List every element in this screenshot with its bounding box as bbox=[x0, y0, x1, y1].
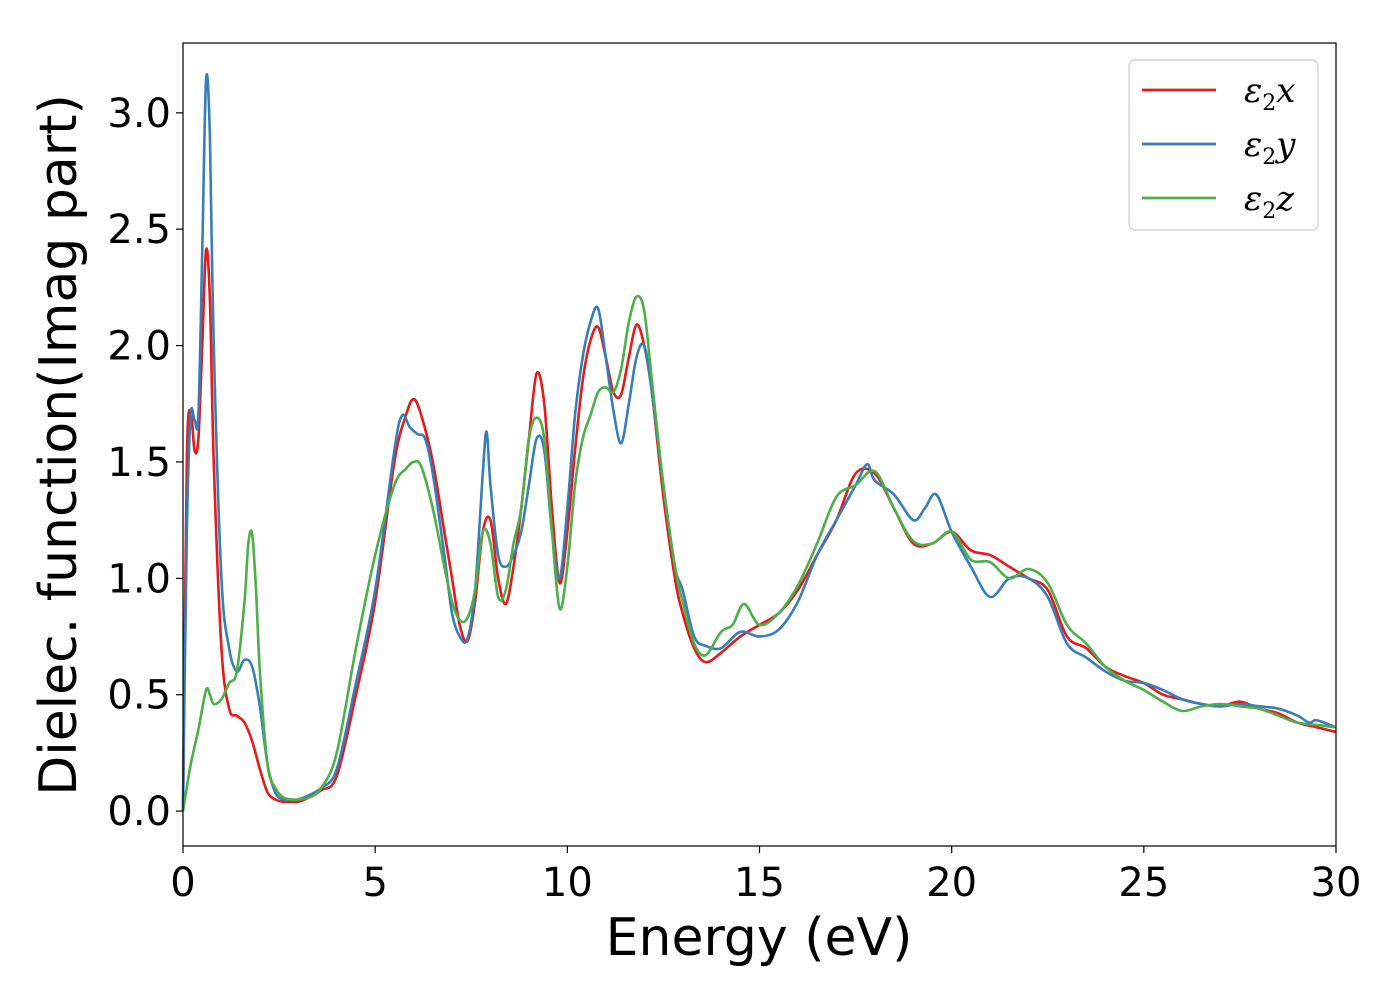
y-tick-label: 0.5 bbox=[107, 673, 171, 719]
legend: ε2x ε2y ε2z bbox=[1128, 59, 1319, 231]
series-line-z bbox=[181, 294, 1337, 812]
legend-label-x: ε2x bbox=[1244, 71, 1295, 116]
y-axis-label: Dielec. function(Imag part) bbox=[29, 94, 89, 796]
legend-box bbox=[1128, 59, 1319, 231]
x-tick-label: 15 bbox=[734, 860, 785, 906]
y-tick-label: 2.0 bbox=[107, 324, 171, 370]
x-tick-label: 25 bbox=[1118, 860, 1169, 906]
x-tick-label: 0 bbox=[170, 860, 195, 906]
x-axis-ticks: 0 5 10 15 20 25 30 bbox=[170, 846, 1361, 906]
x-axis-label: Energy (eV) bbox=[606, 908, 913, 968]
series-line-x bbox=[181, 247, 1337, 812]
y-tick-label: 0.0 bbox=[107, 789, 171, 835]
x-tick-label: 5 bbox=[362, 860, 387, 906]
x-tick-label: 20 bbox=[926, 860, 977, 906]
legend-label-y: ε2y bbox=[1244, 125, 1296, 170]
y-tick-label: 2.5 bbox=[107, 207, 171, 253]
y-axis-ticks: 0.0 0.5 1.0 1.5 2.0 2.5 3.0 bbox=[107, 91, 183, 835]
legend-label-z: ε2z bbox=[1244, 179, 1295, 224]
series-lines bbox=[181, 73, 1337, 812]
x-tick-label: 10 bbox=[542, 860, 593, 906]
y-tick-label: 1.5 bbox=[107, 440, 171, 486]
y-tick-label: 1.0 bbox=[107, 556, 171, 602]
x-tick-label: 30 bbox=[1311, 860, 1362, 906]
y-tick-label: 3.0 bbox=[107, 91, 171, 137]
